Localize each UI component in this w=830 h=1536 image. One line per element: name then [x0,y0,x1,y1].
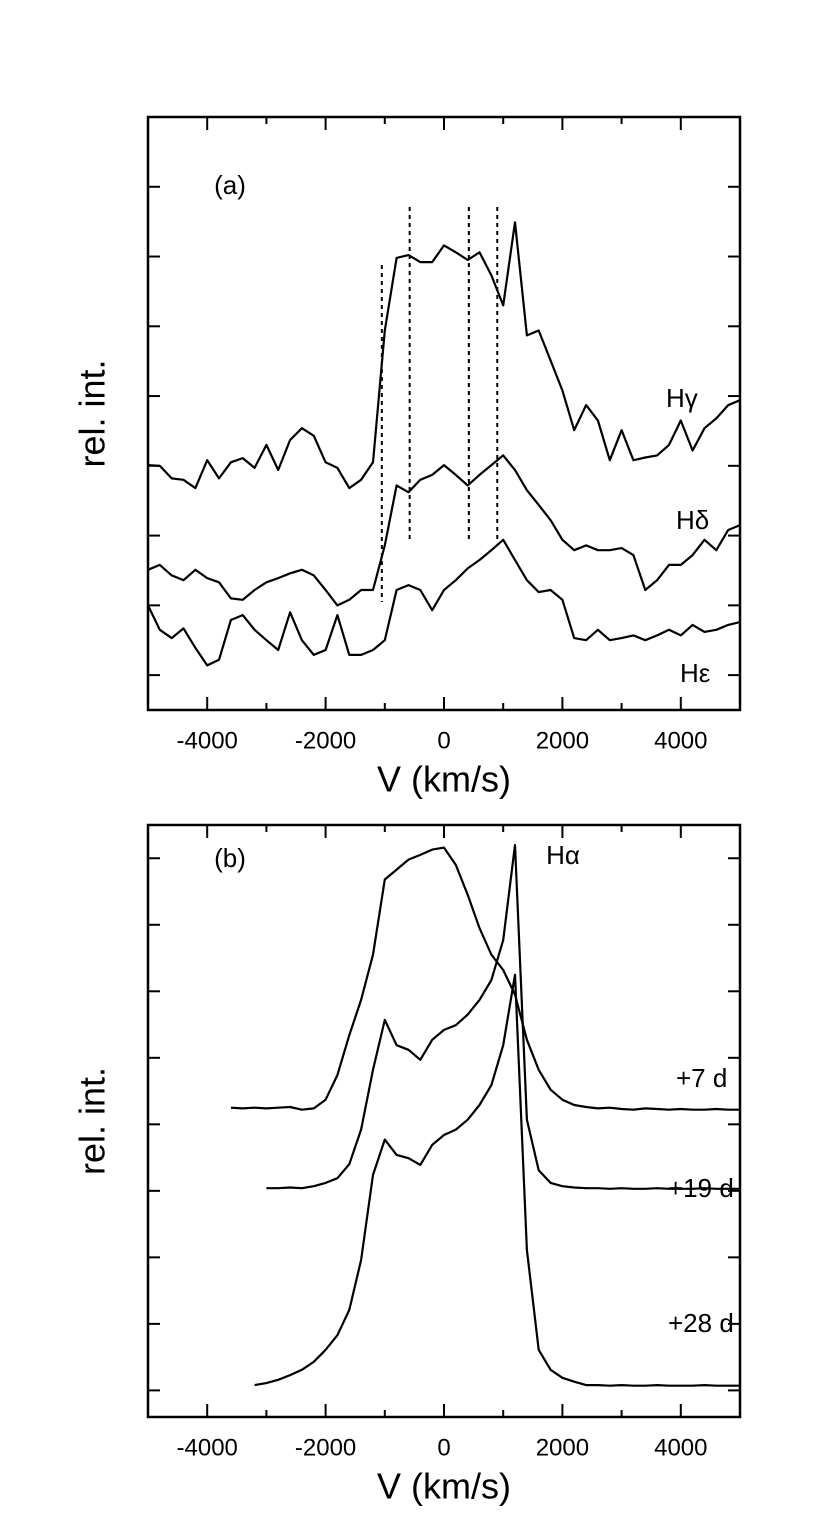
x-tick-label: 4000 [654,1434,707,1461]
series-line [147,538,741,667]
series-label: +7 d [676,1063,727,1093]
x-tick-label: -4000 [177,1434,238,1461]
series-label: Hγ [666,383,698,413]
panel-label: (a) [214,170,246,200]
x-axis-label: V (km/s) [377,759,511,800]
x-tick-label: 0 [437,1434,450,1461]
x-tick-label: -2000 [295,1434,356,1461]
series-label: +19 d [668,1173,734,1203]
x-tick-label: 2000 [536,727,589,754]
series-line [147,221,741,490]
x-tick-label: -4000 [177,727,238,754]
x-tick-label: 4000 [654,727,707,754]
x-tick-label: 0 [437,727,450,754]
series-line [147,454,741,607]
x-tick-label: 2000 [536,1434,589,1461]
series-line [266,843,740,1190]
y-axis-label: rel. int. [72,1067,113,1175]
series-line [230,846,740,1111]
plot-frame [146,823,742,1419]
x-axis-label: V (km/s) [377,1466,511,1507]
series-label: Hε [680,658,711,688]
panel-label: (b) [214,843,246,873]
plot-frame [146,115,742,712]
series-label: +28 d [668,1308,734,1338]
series-line [254,973,740,1387]
x-tick-label: -2000 [295,727,356,754]
y-axis-label: rel. int. [72,359,113,467]
series-label: Hδ [676,505,709,535]
annotation: Hα [546,840,580,870]
